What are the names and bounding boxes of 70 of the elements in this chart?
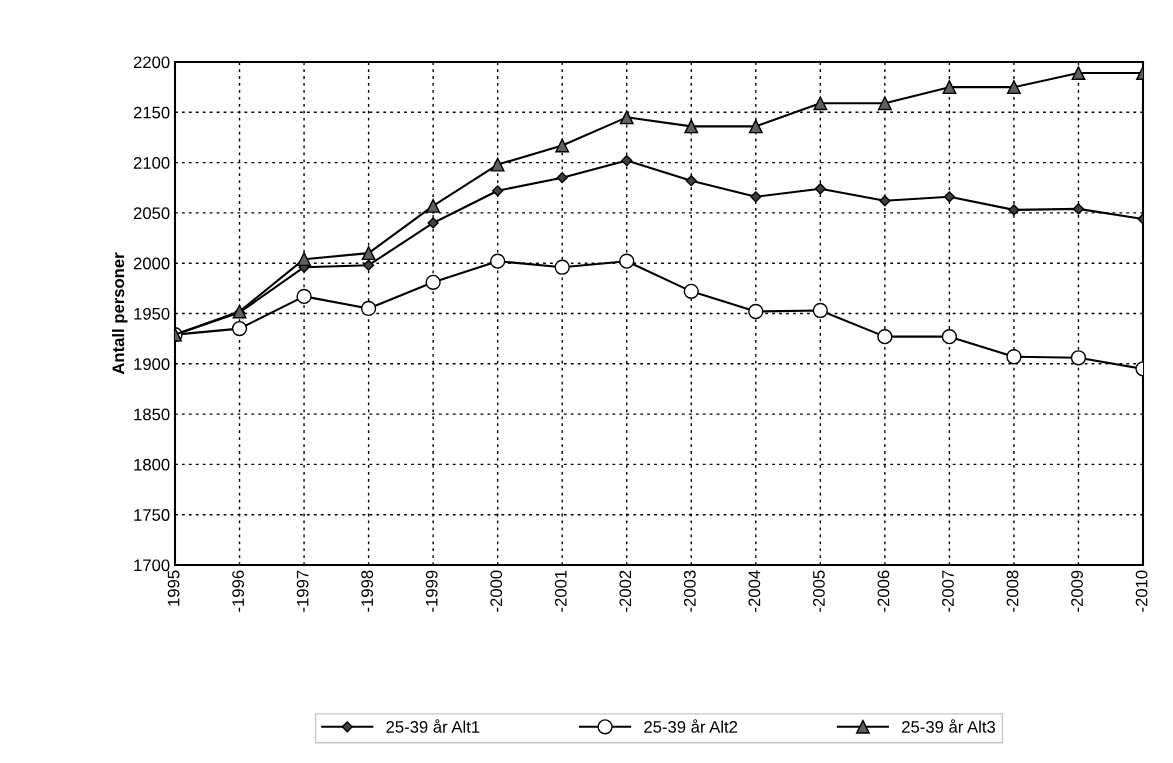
y-tick-label: 1850 — [134, 408, 170, 421]
point — [1006, 80, 1021, 95]
x-tick-label: -2003 — [683, 570, 696, 612]
point — [748, 303, 764, 320]
y-tick-label: 2050 — [133, 207, 170, 220]
legend-label: 25-39 år Alt2 — [644, 719, 738, 733]
point — [619, 253, 635, 269]
y-tick-label: 1700 — [134, 559, 170, 572]
point — [812, 302, 828, 319]
x-tick-label: -2007 — [942, 570, 954, 612]
point — [619, 110, 634, 125]
point — [685, 175, 697, 187]
point — [943, 191, 956, 203]
x-tick-label: -1996 — [232, 570, 245, 612]
point — [683, 283, 699, 300]
point — [360, 300, 377, 317]
point — [941, 328, 958, 345]
x-tick-label: -1998 — [361, 570, 374, 612]
y-tick-label: 2100 — [133, 157, 170, 169]
point — [555, 138, 570, 153]
y-tick-label: 1950 — [134, 307, 170, 320]
point — [877, 328, 893, 345]
point — [427, 217, 439, 229]
x-tick-label: -2008 — [1006, 570, 1019, 612]
x-tick-label: -2000 — [490, 570, 503, 612]
y-tick-label: 1900 — [134, 358, 170, 370]
legend-label: 25-39 år Alt3 — [902, 719, 996, 733]
x-tick-label: -2004 — [748, 570, 761, 612]
point — [813, 96, 828, 111]
point — [1006, 349, 1022, 365]
point — [877, 96, 892, 111]
point — [231, 320, 248, 337]
point — [554, 259, 570, 275]
x-tick-label: -2002 — [619, 570, 632, 612]
legend-label: 25-39 år Alt1 — [386, 719, 480, 733]
y-axis-title: Antall personer — [111, 252, 128, 375]
point — [490, 253, 506, 269]
x-tick-label: 1995 — [167, 570, 180, 606]
point — [556, 172, 568, 184]
y-tick-label: 2000 — [133, 257, 170, 270]
x-tick-label: -2001 — [554, 570, 567, 612]
point — [425, 274, 441, 290]
point — [426, 198, 441, 213]
y-tick-label: 1750 — [134, 509, 170, 521]
point — [296, 288, 312, 305]
point — [492, 185, 504, 197]
point — [750, 191, 762, 203]
x-tick-label: -2006 — [877, 570, 890, 612]
y-tick-label: 1800 — [134, 458, 170, 471]
x-tick-label: -1997 — [296, 570, 309, 612]
point — [879, 195, 891, 207]
x-tick-label: -1999 — [425, 570, 438, 612]
point — [1008, 204, 1020, 216]
y-tick-label: 2200 — [133, 56, 170, 69]
point — [748, 119, 763, 134]
point — [942, 80, 957, 95]
point — [814, 183, 826, 195]
point — [621, 154, 633, 167]
point — [297, 252, 312, 267]
point — [361, 246, 376, 261]
y-tick-label: 2150 — [133, 106, 170, 119]
point — [684, 119, 699, 134]
point — [1072, 203, 1085, 215]
point — [1071, 66, 1086, 81]
point — [362, 259, 375, 271]
x-tick-label: -2005 — [813, 570, 825, 612]
x-tick-label: -2009 — [1071, 570, 1083, 612]
point — [490, 157, 505, 172]
x-tick-label: -2010 — [1135, 570, 1148, 612]
point — [1070, 350, 1087, 366]
